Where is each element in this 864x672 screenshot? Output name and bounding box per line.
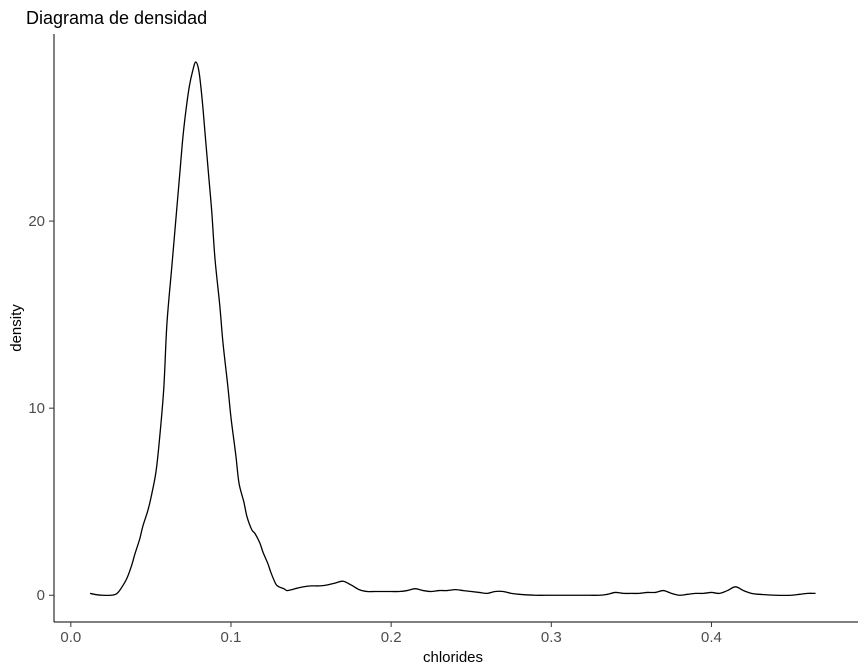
y-ticks: 0 10 20 — [28, 213, 54, 604]
x-tick-label: 0.0 — [60, 629, 81, 646]
x-tick-label: 0.3 — [541, 629, 562, 646]
y-tick-label: 10 — [28, 400, 45, 417]
x-tick-label: 0.4 — [701, 629, 722, 646]
chart-title: Diagrama de densidad — [26, 8, 207, 28]
x-tick-label: 0.1 — [221, 629, 242, 646]
density-curve — [89, 61, 816, 597]
x-ticks: 0.0 0.1 0.2 0.3 0.4 — [60, 622, 722, 646]
x-tick-label: 0.2 — [381, 629, 402, 646]
y-tick-label: 20 — [28, 213, 45, 230]
x-axis-title: chlorides — [423, 649, 483, 666]
y-axis-title: density — [8, 304, 25, 352]
y-tick-label: 0 — [37, 587, 45, 604]
